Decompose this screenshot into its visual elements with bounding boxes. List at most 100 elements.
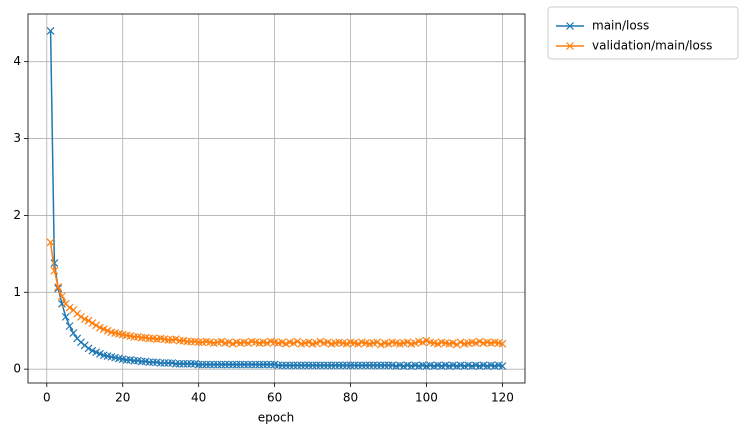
data-point (217, 360, 226, 369)
data-point (316, 361, 325, 370)
data-point (498, 362, 507, 371)
data-point (274, 361, 283, 370)
data-point (293, 361, 302, 370)
data-point (380, 361, 389, 370)
data-point (58, 292, 66, 301)
data-point (65, 303, 74, 312)
data-point (194, 338, 203, 347)
series-line (49, 30, 503, 367)
data-point (84, 316, 93, 325)
data-point (373, 338, 382, 347)
data-point (156, 359, 165, 367)
data-point (293, 337, 302, 346)
data-point (69, 329, 78, 337)
x-tick-label: 100 (415, 391, 438, 405)
data-point (339, 361, 347, 370)
x-tick-label: 60 (267, 391, 282, 405)
data-point (202, 360, 211, 369)
data-point (236, 360, 245, 369)
data-point (263, 360, 271, 369)
y-tick-label: 0 (13, 362, 21, 376)
data-point (206, 360, 214, 369)
x-tick-label: 40 (191, 391, 206, 405)
data-point (221, 360, 230, 369)
data-point (171, 359, 180, 368)
data-point (285, 361, 294, 370)
data-point (384, 361, 393, 370)
data-point (137, 333, 146, 342)
data-point (255, 360, 264, 369)
data-point (342, 361, 351, 370)
x-axis-label: epoch (258, 411, 295, 425)
data-point (164, 336, 173, 344)
y-tick-label: 1 (13, 285, 21, 299)
data-point (130, 356, 139, 365)
legend-marker (566, 42, 574, 50)
data-point (50, 259, 59, 267)
data-point (266, 360, 275, 369)
data-point (187, 359, 195, 368)
data-point (282, 361, 290, 370)
legend-marker (566, 22, 574, 30)
data-point (350, 361, 359, 370)
data-point (244, 360, 252, 369)
x-tick-label: 80 (343, 391, 358, 405)
data-point (46, 26, 55, 35)
data-point (92, 321, 101, 330)
data-point (225, 360, 233, 369)
data-point (240, 360, 249, 369)
data-point (179, 359, 188, 368)
data-point (323, 361, 332, 370)
data-point (194, 360, 203, 369)
data-point (145, 358, 154, 367)
data-point (46, 238, 55, 247)
data-point (304, 361, 313, 370)
data-point (232, 360, 241, 369)
data-point (346, 361, 355, 370)
x-tick-label: 20 (115, 391, 130, 405)
data-point (61, 312, 70, 321)
x-tick-label: 120 (491, 391, 514, 405)
data-point (175, 336, 184, 345)
data-point (247, 360, 256, 369)
data-point (137, 357, 146, 366)
y-tick-label: 2 (13, 208, 21, 222)
data-point (65, 322, 74, 331)
data-point (160, 359, 169, 367)
data-point (145, 334, 154, 343)
data-point (84, 344, 93, 353)
data-point (183, 359, 192, 368)
data-point (297, 361, 306, 370)
data-point (88, 319, 97, 327)
data-point (354, 361, 363, 370)
data-point (149, 358, 158, 367)
data-point (228, 360, 237, 369)
series-line (49, 242, 503, 346)
data-point (175, 359, 184, 368)
x-tick-label: 0 (43, 391, 51, 405)
data-point (187, 337, 195, 346)
plot-frame (27, 13, 526, 384)
data-point (373, 361, 382, 370)
data-point (130, 332, 139, 341)
data-point (301, 361, 309, 370)
data-point (335, 361, 344, 370)
data-point (209, 360, 218, 369)
data-point (327, 361, 336, 370)
data-point (50, 266, 59, 275)
data-point (213, 360, 222, 369)
data-point (320, 361, 328, 370)
data-point (312, 361, 321, 370)
data-point (331, 361, 340, 370)
data-point (289, 361, 298, 370)
data-point (361, 361, 370, 370)
data-point (452, 340, 461, 349)
data-point (198, 360, 207, 369)
data-point (77, 312, 85, 321)
data-point (308, 361, 317, 370)
data-point (259, 360, 268, 369)
data-point (183, 337, 192, 346)
legend-label: validation/main/loss (592, 39, 712, 53)
